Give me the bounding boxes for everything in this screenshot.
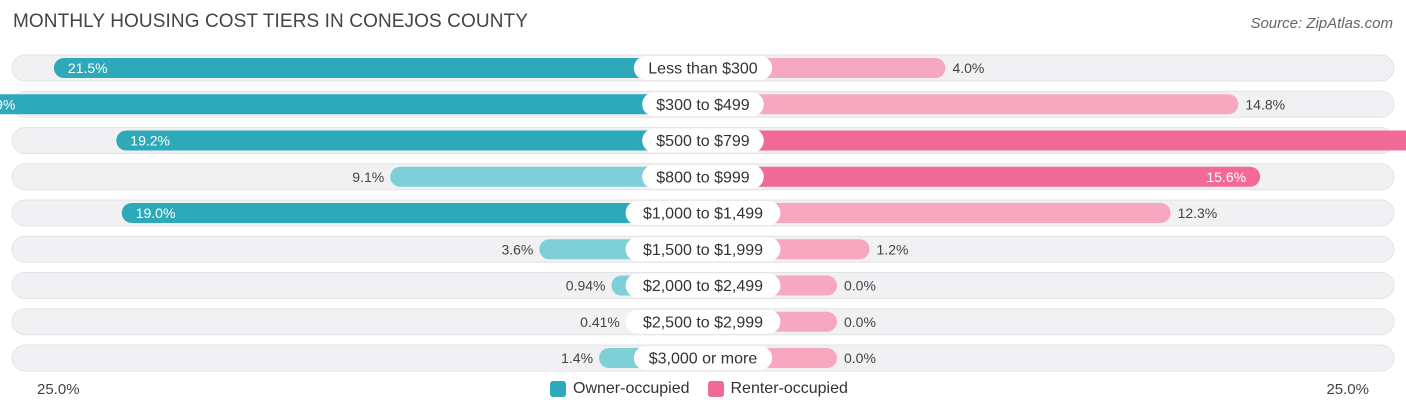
owner-value-label: 9.1% (352, 169, 384, 185)
renter-value-label: 0.0% (844, 278, 876, 294)
legend: Owner-occupied Renter-occupied (550, 380, 866, 398)
category-pill (625, 201, 781, 225)
chart-title: MONTHLY HOUSING COST TIERS IN CONEJOS CO… (13, 11, 528, 32)
owner-value-label: 19.0% (136, 205, 176, 221)
owner-bar (0, 94, 703, 115)
category-pill (633, 56, 773, 80)
owner-value-label: 1.4% (561, 350, 593, 366)
owner-value-label: 19.2% (130, 133, 170, 149)
owner-bar (116, 130, 703, 151)
legend-owner-label: Owner-occupied (573, 380, 690, 397)
renter-value-label: 12.3% (1178, 205, 1218, 221)
owner-value-label: 3.6% (501, 241, 533, 257)
legend-renter-label: Renter-occupied (730, 380, 848, 397)
owner-value-label: 0.94% (566, 278, 606, 294)
owner-bar (121, 203, 704, 223)
owner-swatch (550, 381, 566, 397)
renter-value-label: 4.0% (952, 60, 984, 76)
category-label: $1,000 to $1,499 (643, 206, 763, 223)
source-label: Source: ZipAtlas.com (1250, 15, 1393, 32)
renter-bar (703, 94, 1239, 115)
category-label: $800 to $999 (656, 169, 750, 186)
category-pill (642, 128, 764, 153)
category-pill (642, 92, 764, 117)
owner-value-label: 0.41% (580, 314, 620, 330)
renter-bar (703, 203, 1171, 223)
category-label: $2,000 to $2,499 (643, 278, 763, 295)
renter-value-label: 15.6% (1206, 169, 1246, 185)
legend-item-renter[interactable]: Renter-occupied (707, 380, 848, 398)
owner-bar (53, 58, 704, 78)
category-label: $300 to $499 (656, 97, 750, 114)
renter-value-label: 1.2% (877, 241, 909, 257)
category-pill (625, 309, 781, 334)
category-label: $3,000 or more (649, 351, 758, 368)
owner-bar (390, 166, 703, 187)
renter-swatch (707, 381, 724, 397)
category-pill (642, 164, 764, 189)
category-label: Less than $300 (648, 61, 758, 78)
renter-bar (703, 166, 1261, 187)
category-label: $500 to $799 (656, 133, 750, 150)
renter-value-label: 0.0% (844, 314, 876, 330)
axis-right-label: 25.0% (1326, 381, 1369, 398)
owner-value-label: 24.9% (0, 96, 15, 112)
renter-value-label: 14.8% (1245, 96, 1285, 112)
category-label: $2,500 to $2,999 (643, 314, 763, 331)
category-label: $1,500 to $1,999 (643, 242, 763, 259)
legend-item-owner[interactable]: Owner-occupied (550, 380, 690, 398)
renter-value-label: 0.0% (844, 350, 876, 366)
owner-value-label: 21.5% (68, 60, 108, 76)
renter-bar (703, 130, 1406, 151)
category-pill (625, 237, 781, 262)
axis-left-label: 25.0% (37, 381, 80, 398)
category-pill (625, 273, 781, 298)
category-pill (633, 346, 773, 370)
